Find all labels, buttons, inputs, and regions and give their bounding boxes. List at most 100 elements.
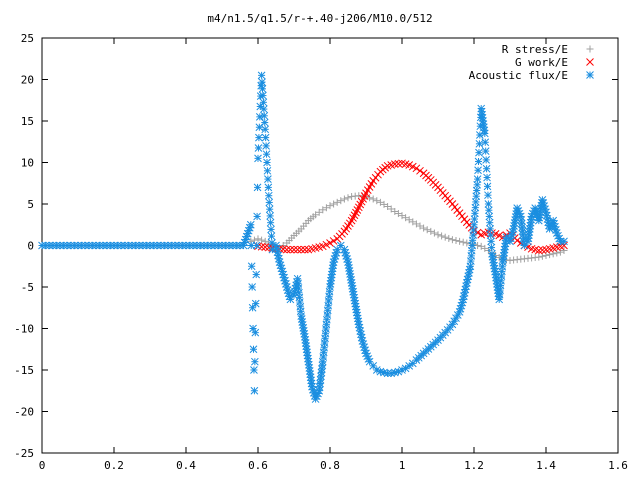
x-tick-label: 1.2 (464, 459, 484, 472)
data-point (546, 251, 554, 259)
data-point (88, 241, 97, 250)
data-point (255, 123, 264, 132)
data-point (482, 164, 491, 173)
data-point (337, 197, 345, 205)
data-point (149, 241, 158, 250)
data-point (56, 241, 64, 250)
x-axis-ticks: 0 0.2 0.4 0.6 0.8 1 1.2 1.4 1.6 (39, 38, 628, 472)
data-point (266, 218, 275, 227)
data-point (254, 144, 263, 152)
data-point (250, 366, 258, 374)
data-point (319, 206, 327, 214)
legend-label: Acoustic flux/E (469, 69, 568, 82)
data-point (315, 208, 323, 216)
data-point (259, 91, 267, 100)
series-3 (38, 71, 568, 403)
data-point (113, 241, 122, 250)
legend-label: G work/E (515, 56, 568, 69)
data-point (293, 245, 302, 254)
data-point (257, 71, 266, 80)
data-point (553, 249, 561, 257)
data-point (560, 237, 568, 246)
data-point (484, 191, 492, 200)
data-point (473, 175, 482, 183)
data-point (117, 241, 126, 250)
data-point (247, 262, 256, 271)
data-point (448, 236, 456, 244)
data-point (556, 248, 564, 256)
data-point (189, 241, 198, 250)
data-point (232, 241, 241, 250)
data-point (376, 198, 384, 206)
data-point (264, 175, 272, 183)
data-point (552, 229, 561, 237)
x-tick-label: 1 (399, 459, 406, 472)
data-point (329, 237, 338, 245)
data-point (246, 220, 255, 229)
data-point (48, 241, 57, 250)
y-tick-label: 15 (21, 115, 34, 128)
data-point (225, 241, 234, 250)
data-point (549, 250, 557, 258)
data-point (380, 200, 388, 208)
data-point (249, 345, 258, 354)
x-tick-label: 0.6 (248, 459, 268, 472)
data-point (477, 242, 485, 250)
data-point (434, 231, 442, 239)
data-point (430, 229, 438, 237)
data-point (427, 227, 435, 235)
data-point (441, 233, 449, 241)
data-point (391, 207, 399, 215)
data-point (210, 241, 219, 250)
y-tick-label: 0 (27, 240, 34, 253)
data-point (266, 212, 275, 220)
data-point (480, 129, 489, 138)
data-point (485, 218, 494, 227)
data-point (486, 225, 495, 233)
data-point (312, 211, 320, 219)
data-point (438, 232, 446, 240)
data-point (452, 314, 460, 322)
legend-marker (586, 45, 594, 53)
x-tick-label: 1.4 (536, 459, 556, 472)
y-tick-label: -15 (14, 364, 34, 377)
data-point (486, 231, 495, 239)
data-point (264, 183, 273, 192)
y-tick-label: 5 (27, 198, 34, 211)
data-point (66, 241, 75, 250)
data-point (333, 245, 342, 254)
data-point (398, 212, 406, 220)
data-point (560, 246, 568, 254)
x-tick-label: 0.2 (104, 459, 124, 472)
data-point (261, 125, 270, 134)
data-point (452, 237, 460, 245)
data-point (474, 157, 483, 166)
data-point (228, 241, 237, 250)
data-point (535, 253, 543, 261)
data-point (260, 118, 269, 127)
data-point (252, 241, 261, 250)
data-point (487, 237, 495, 246)
data-point (259, 98, 268, 107)
data-point (538, 246, 547, 254)
data-point (248, 303, 257, 312)
data-point (267, 232, 276, 241)
data-point (481, 244, 489, 252)
data-point (257, 242, 266, 251)
data-point (59, 241, 68, 250)
y-tick-label: 10 (21, 157, 34, 170)
data-point (207, 241, 216, 250)
data-point (402, 214, 410, 222)
data-point (487, 243, 496, 252)
data-point (254, 154, 262, 163)
y-tick-label: 25 (21, 32, 34, 45)
data-point (171, 241, 180, 250)
data-point (110, 241, 118, 250)
data-point (330, 200, 338, 208)
legend-marker (586, 58, 594, 66)
data-point (369, 195, 377, 203)
data-point (258, 78, 266, 86)
data-point (255, 133, 263, 142)
data-point (297, 245, 306, 254)
